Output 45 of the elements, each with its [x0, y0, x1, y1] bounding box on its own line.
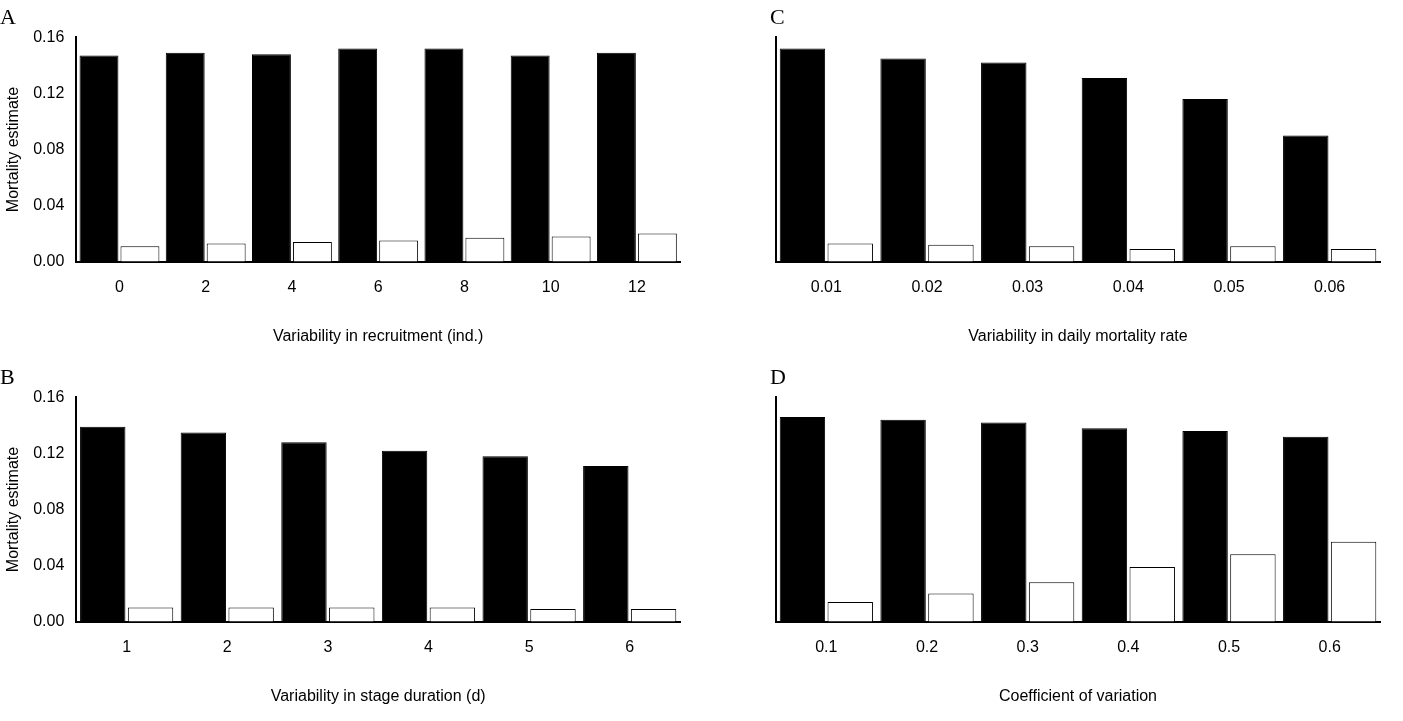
x-tick-label: 3: [323, 637, 333, 655]
y-tick-label: 0.12: [33, 83, 65, 101]
x-tick-label: 0.5: [1217, 637, 1241, 655]
x-tick-label: 8: [459, 277, 469, 295]
x-tick-label: 1: [122, 637, 132, 655]
x-tick-label: 0: [115, 277, 125, 295]
y-axis-title: Mortality estimate: [4, 446, 22, 573]
x-tick-label: 5: [524, 637, 534, 655]
y-tick-label: 0.16: [33, 27, 65, 45]
x-tick-label: 4: [287, 277, 297, 295]
chart-title: A: [0, 3, 16, 29]
x-axis-title: Variability in recruitment (ind.): [272, 326, 484, 344]
x-tick-label: 0.3: [1016, 637, 1039, 655]
x-tick-label: 0.01: [810, 277, 843, 295]
y-tick-label: 0.08: [33, 499, 65, 517]
x-tick-label: 2: [201, 277, 211, 295]
x-tick-label: 0.04: [1112, 277, 1145, 295]
y-tick-label: 0.08: [33, 139, 65, 157]
x-tick-label: 0.02: [911, 277, 943, 295]
x-tick-label: 0.03: [1012, 277, 1044, 295]
y-tick-label: 0.12: [33, 443, 65, 461]
y-tick-label: 0.04: [33, 195, 65, 213]
x-tick-label: 0.6: [1318, 637, 1341, 655]
y-tick-label: 0.04: [33, 555, 65, 573]
x-tick-label: 2: [222, 637, 232, 655]
x-axis-title: Coefficient of variation: [998, 686, 1158, 704]
x-axis-title: Variability in stage duration (d): [270, 686, 486, 704]
x-tick-label: 0.05: [1213, 277, 1245, 295]
x-tick-label: 6: [625, 637, 635, 655]
y-tick-label: 0.16: [33, 387, 65, 405]
x-tick-label: 10: [541, 277, 560, 295]
x-tick-label: 0.4: [1117, 637, 1140, 655]
x-tick-label: 0.06: [1314, 277, 1346, 295]
chart-title: D: [770, 363, 786, 389]
chart-title: C: [770, 3, 785, 29]
y-tick-label: 0.00: [33, 612, 65, 630]
y-axis-title: Mortality estimate: [4, 86, 22, 213]
chart-title: B: [0, 363, 15, 389]
x-axis-title: Variability in daily mortality rate: [968, 326, 1188, 344]
x-tick-label: 4: [424, 637, 434, 655]
x-tick-label: 0.2: [915, 637, 939, 655]
x-tick-label: 0.1: [815, 637, 838, 655]
x-tick-label: 6: [373, 277, 383, 295]
y-tick-label: 0.00: [33, 252, 65, 270]
x-tick-label: 12: [627, 277, 646, 295]
